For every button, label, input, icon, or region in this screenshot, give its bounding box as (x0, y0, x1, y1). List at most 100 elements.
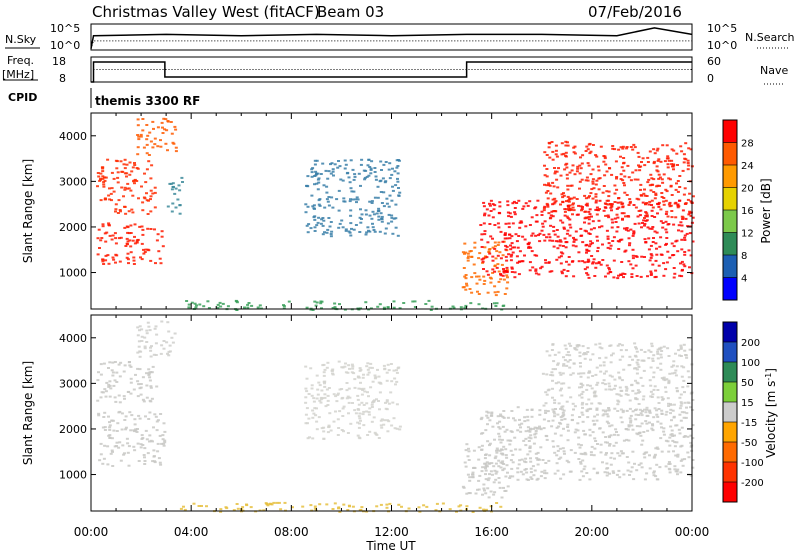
colorbar-swatch (723, 482, 737, 502)
echo-cell (171, 182, 175, 185)
echo-cell (480, 432, 483, 435)
echo-cell (488, 204, 492, 207)
echo-cell (593, 390, 597, 393)
echo-cell (650, 345, 654, 348)
echo-cell (121, 170, 125, 173)
echo-cell (343, 159, 347, 162)
echo-cell (477, 488, 481, 491)
echo-cell (100, 166, 104, 169)
echo-cell (144, 181, 148, 184)
colorbar-tick-label: 100 (741, 358, 760, 369)
echo-cell (109, 387, 113, 390)
echo-cell (547, 146, 551, 149)
echo-cell (99, 239, 103, 242)
echo-cell (246, 303, 250, 306)
echo-cell (129, 381, 133, 384)
echo-cell (340, 366, 344, 369)
echo-cell (587, 232, 591, 235)
echo-cell (349, 234, 353, 237)
echo-cell (395, 403, 399, 406)
echo-cell (648, 421, 651, 424)
echo-cell (612, 444, 616, 447)
echo-cell (103, 197, 107, 200)
echo-cell (206, 300, 210, 303)
echo-cell (320, 427, 324, 430)
echo-cell (147, 368, 151, 371)
echo-cell (337, 226, 341, 229)
echo-cell (589, 173, 593, 176)
echo-cell (654, 194, 658, 196)
echo-cell (639, 462, 643, 465)
echo-cell (572, 238, 576, 241)
echo-cell (656, 159, 660, 162)
echo-cell (613, 407, 617, 410)
echo-cell (615, 230, 619, 233)
echo-cell (480, 233, 484, 236)
echo-cell (625, 456, 629, 458)
echo-cell (610, 388, 614, 391)
echo-cell (662, 376, 666, 379)
echo-cell (395, 166, 399, 169)
echo-cell (553, 399, 557, 402)
echo-cell (467, 255, 470, 258)
echo-cell (145, 332, 149, 335)
echo-cell (132, 388, 136, 391)
echo-cell (632, 478, 636, 481)
echo-cell (466, 473, 470, 476)
echo-cell (530, 408, 534, 411)
echo-cell (103, 426, 107, 429)
echo-cell (621, 355, 625, 358)
echo-cell (527, 246, 531, 249)
echo-cell (550, 371, 554, 374)
echo-cell (484, 453, 488, 456)
echo-cell (357, 415, 361, 418)
echo-cell (683, 251, 687, 253)
echo-cell (503, 293, 507, 295)
echo-cell (153, 461, 157, 464)
echo-cell (682, 153, 686, 156)
echo-cell (685, 356, 689, 359)
echo-cell (384, 227, 388, 230)
echo-cell (637, 155, 641, 158)
echo-cell (573, 173, 577, 176)
echo-cell (612, 471, 616, 474)
echo-cell (357, 436, 361, 439)
echo-cell (134, 428, 138, 431)
echo-cell (606, 235, 610, 238)
echo-cell (588, 245, 592, 248)
echo-cell (129, 224, 133, 227)
echo-cell (571, 164, 575, 167)
echo-cell (501, 305, 505, 307)
echo-cell (493, 204, 497, 207)
echo-cell (648, 410, 652, 413)
echo-cell (530, 216, 534, 219)
echo-cell (640, 161, 643, 163)
echo-cell (347, 387, 351, 390)
echo-cell (592, 258, 596, 261)
colorbar-swatch (723, 422, 737, 442)
echo-cell (379, 160, 383, 163)
echo-cell (625, 428, 629, 431)
echo-cell (670, 242, 674, 245)
echo-cell (595, 419, 599, 422)
echo-cell (672, 364, 675, 367)
echo-cell (544, 191, 548, 194)
echo-cell (687, 456, 691, 459)
echo-cell (688, 210, 692, 213)
echo-cell (502, 410, 506, 412)
echo-cell (338, 410, 342, 413)
echo-cell (595, 407, 599, 410)
echo-cell (171, 186, 175, 188)
echo-cell (143, 347, 147, 350)
echo-cell (146, 134, 150, 137)
echo-cell (326, 177, 330, 180)
echo-cell (555, 258, 559, 261)
echo-cell (520, 260, 524, 263)
echo-cell (568, 223, 572, 226)
echo-cell (545, 472, 549, 475)
echo-cell (108, 424, 112, 427)
echo-cell (619, 273, 623, 276)
echo-cell (680, 269, 684, 272)
echo-cell (569, 184, 573, 187)
echo-cell (593, 437, 597, 440)
